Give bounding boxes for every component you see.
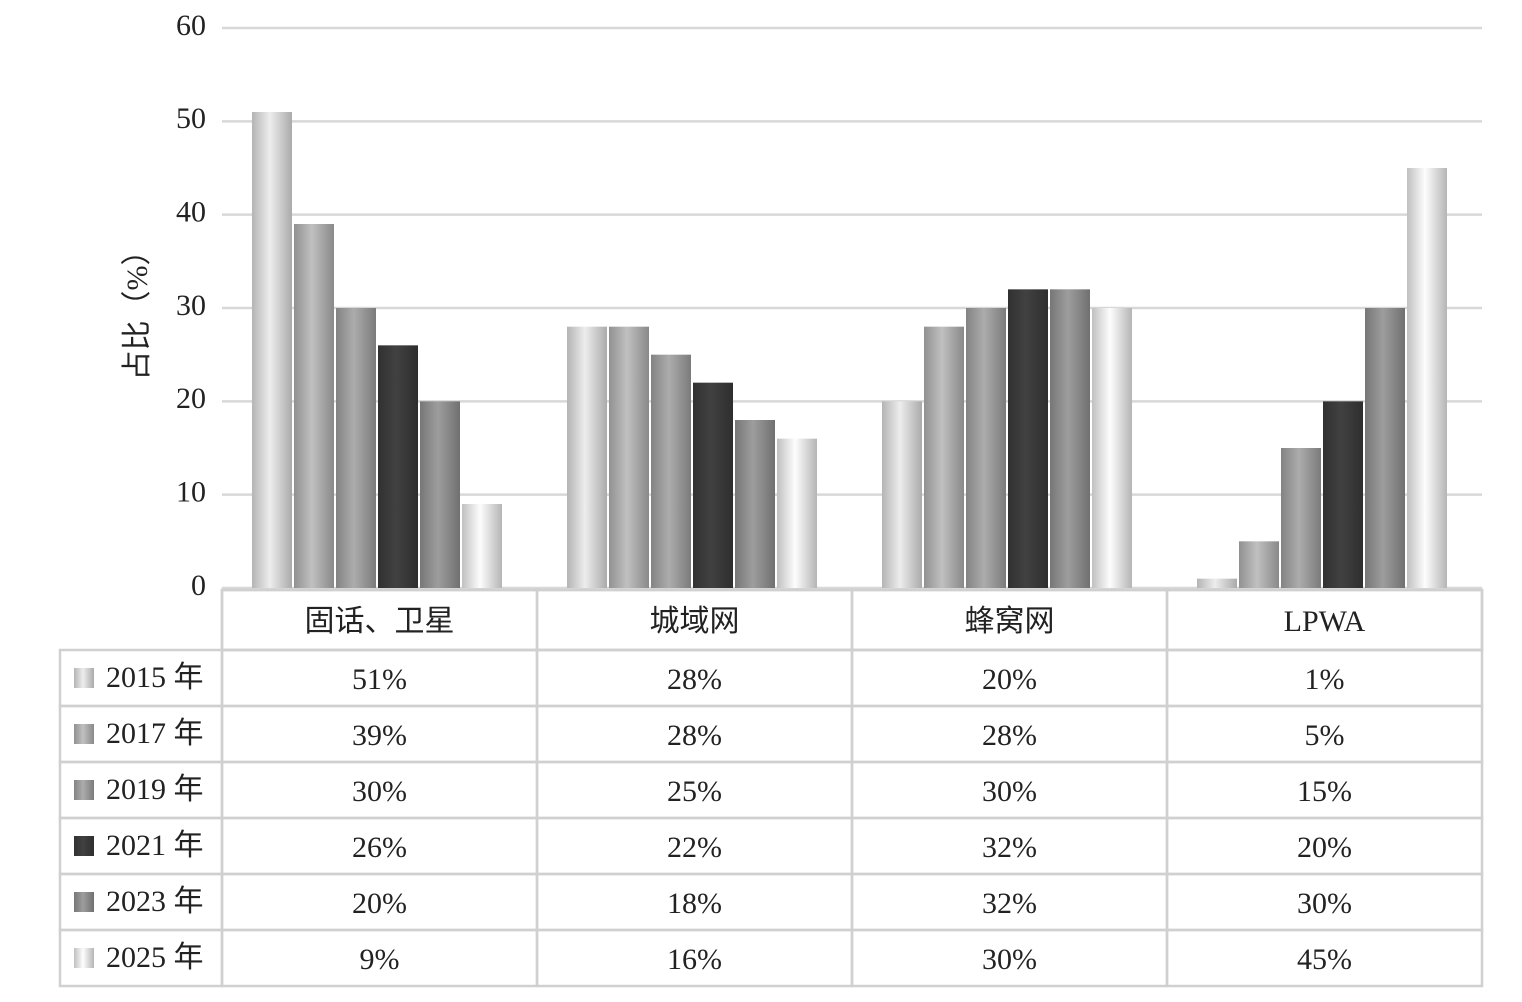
category-label: LPWA [1284,605,1366,638]
table-cell [1165,928,1484,988]
value-label: 28% [667,719,722,752]
y-tick-label: 30 [176,289,206,322]
bar [420,401,460,588]
legend-label: 2017 年 [106,717,204,750]
value-label: 39% [352,719,407,752]
legend-label: 2021 年 [106,829,204,862]
y-tick-label: 60 [176,9,206,42]
value-label: 18% [667,887,722,920]
value-label: 32% [982,831,1037,864]
value-label: 20% [982,663,1037,696]
value-label: 20% [1297,831,1352,864]
value-label: 30% [982,775,1037,808]
legend-label: 2025 年 [106,941,204,974]
value-label: 16% [667,943,722,976]
legend-swatch [74,892,94,912]
value-label: 5% [1305,719,1345,752]
legend-swatch [74,948,94,968]
bar [1197,578,1237,588]
bar [966,308,1006,588]
value-label: 25% [667,775,722,808]
value-label: 1% [1305,663,1345,696]
bar [1239,541,1279,588]
legend-swatch [74,780,94,800]
value-label: 32% [982,887,1037,920]
bar [1281,448,1321,588]
value-label: 45% [1297,943,1352,976]
bar [336,308,376,588]
value-label: 30% [1297,887,1352,920]
value-label: 9% [360,943,400,976]
legend-label: 2019 年 [106,773,204,806]
bar [1407,168,1447,588]
category-label: 固话、卫星 [305,605,455,638]
bar [252,112,292,588]
bar [567,326,607,588]
value-label: 30% [352,775,407,808]
y-tick-label: 40 [176,196,206,229]
legend-swatch [74,724,94,744]
bar [462,504,502,588]
bar [924,326,964,588]
legend-label: 2015 年 [106,661,204,694]
bar [378,345,418,588]
bar [609,326,649,588]
value-label: 28% [667,663,722,696]
value-label: 26% [352,831,407,864]
bar [735,420,775,588]
legend-label: 2023 年 [106,885,204,918]
bar [1050,289,1090,588]
bar [651,354,691,588]
legend-swatch [74,836,94,856]
bar [777,438,817,588]
bar [1008,289,1048,588]
value-label: 15% [1297,775,1352,808]
value-label: 20% [352,887,407,920]
y-tick-label: 20 [176,382,206,415]
legend-swatch [74,668,94,688]
bar [294,224,334,588]
value-label: 22% [667,831,722,864]
category-label: 蜂窝网 [965,605,1055,638]
value-label: 28% [982,719,1037,752]
y-tick-label: 50 [176,102,206,135]
bar [882,401,922,588]
y-tick-label: 0 [191,569,206,602]
value-label: 51% [352,663,407,696]
bar [1323,401,1363,588]
bar [1365,308,1405,588]
y-axis-label: 占比（%） [121,236,154,381]
value-label: 30% [982,943,1037,976]
y-tick-label: 10 [176,476,206,509]
category-label: 城域网 [650,605,740,638]
bar [693,382,733,588]
bar [1092,308,1132,588]
